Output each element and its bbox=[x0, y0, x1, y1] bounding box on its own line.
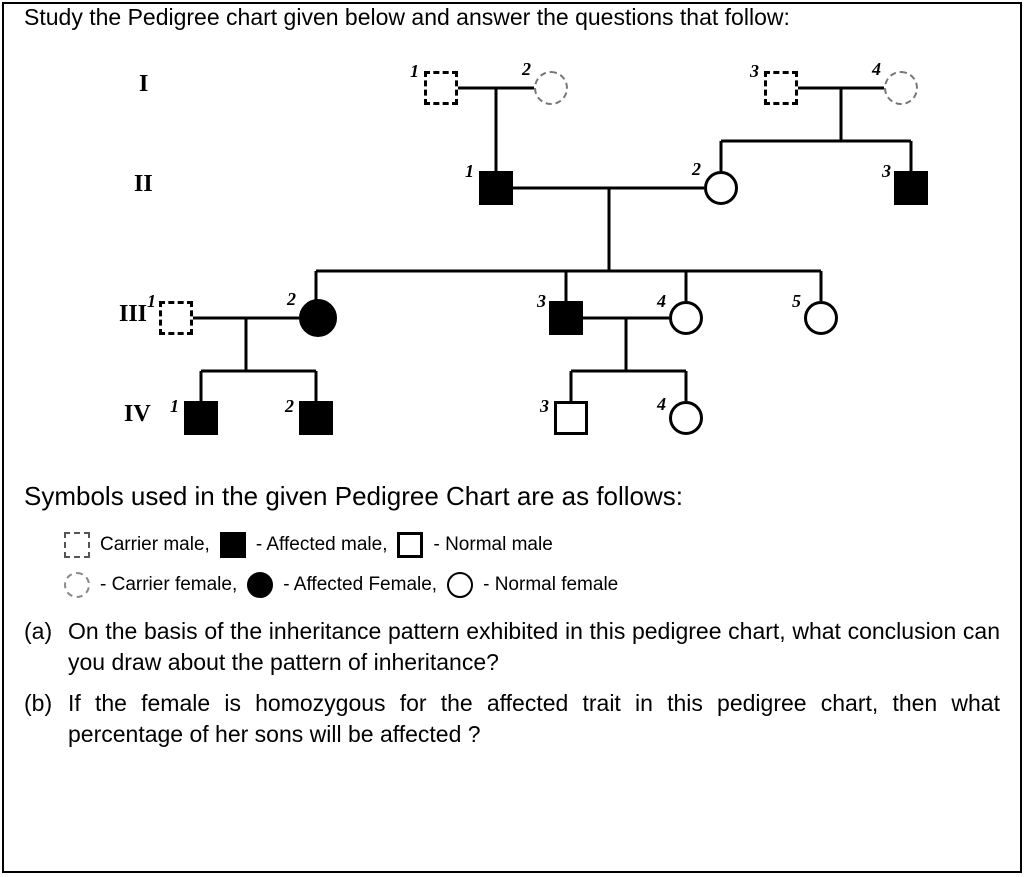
carrier-male-label: Carrier male, bbox=[100, 534, 210, 556]
node-IV4 bbox=[669, 401, 703, 435]
normal-male-icon bbox=[397, 532, 423, 558]
label-II3: 3 bbox=[882, 161, 891, 182]
gen-label-II: II bbox=[134, 171, 153, 198]
question-a: (a) On the basis of the inheritance patt… bbox=[24, 616, 1000, 678]
label-I2: 2 bbox=[522, 59, 531, 80]
label-IV1: 1 bbox=[170, 396, 179, 417]
legend-row-females: - Carrier female, - Affected Female, - N… bbox=[24, 572, 1000, 598]
node-III2 bbox=[299, 299, 337, 337]
label-III1: 1 bbox=[147, 291, 156, 312]
node-II3 bbox=[894, 171, 928, 205]
label-III4: 4 bbox=[657, 291, 666, 312]
node-II2 bbox=[704, 171, 738, 205]
affected-male-icon bbox=[220, 532, 246, 558]
node-I2 bbox=[534, 71, 568, 105]
question-b-label: (b) bbox=[24, 688, 68, 750]
carrier-female-icon bbox=[64, 572, 90, 598]
node-II1 bbox=[479, 171, 513, 205]
node-I3 bbox=[764, 71, 798, 105]
affected-female-icon bbox=[247, 572, 273, 598]
instruction-text: Study the Pedigree chart given below and… bbox=[24, 4, 1000, 31]
gen-label-IV: IV bbox=[124, 401, 151, 428]
node-III3 bbox=[549, 301, 583, 335]
label-III2: 2 bbox=[287, 289, 296, 310]
legend-row-males: Carrier male, - Affected male, - Normal … bbox=[24, 532, 1000, 558]
question-section: (a) On the basis of the inheritance patt… bbox=[24, 616, 1000, 750]
normal-female-icon bbox=[447, 572, 473, 598]
question-a-label: (a) bbox=[24, 616, 68, 678]
node-III5 bbox=[804, 301, 838, 335]
label-III3: 3 bbox=[537, 291, 546, 312]
pedigree-chart: I II III IV bbox=[24, 41, 1004, 471]
page-container: Study the Pedigree chart given below and… bbox=[2, 2, 1022, 873]
node-IV1 bbox=[184, 401, 218, 435]
node-I1 bbox=[424, 71, 458, 105]
legend-title: Symbols used in the given Pedigree Chart… bbox=[24, 481, 1000, 512]
question-b-text: If the female is homozygous for the affe… bbox=[68, 688, 1000, 750]
node-IV3 bbox=[554, 401, 588, 435]
label-III5: 5 bbox=[792, 291, 801, 312]
node-III4 bbox=[669, 301, 703, 335]
gen-label-I: I bbox=[139, 71, 148, 98]
node-IV2 bbox=[299, 401, 333, 435]
normal-male-label: - Normal male bbox=[433, 534, 552, 556]
carrier-female-label: - Carrier female, bbox=[100, 574, 237, 596]
question-b: (b) If the female is homozygous for the … bbox=[24, 688, 1000, 750]
label-I4: 4 bbox=[872, 59, 881, 80]
label-II2: 2 bbox=[692, 159, 701, 180]
node-I4 bbox=[884, 71, 918, 105]
label-I1: 1 bbox=[410, 61, 419, 82]
normal-female-label: - Normal female bbox=[483, 574, 618, 596]
label-II1: 1 bbox=[465, 161, 474, 182]
gen-label-III: III bbox=[119, 301, 147, 328]
node-III1 bbox=[159, 301, 193, 335]
label-IV2: 2 bbox=[285, 396, 294, 417]
carrier-male-icon bbox=[64, 532, 90, 558]
label-IV3: 3 bbox=[540, 396, 549, 417]
label-IV4: 4 bbox=[657, 394, 666, 415]
question-a-text: On the basis of the inheritance pattern … bbox=[68, 616, 1000, 678]
affected-female-label: - Affected Female, bbox=[283, 574, 437, 596]
affected-male-label: - Affected male, bbox=[256, 534, 388, 556]
label-I3: 3 bbox=[750, 61, 759, 82]
